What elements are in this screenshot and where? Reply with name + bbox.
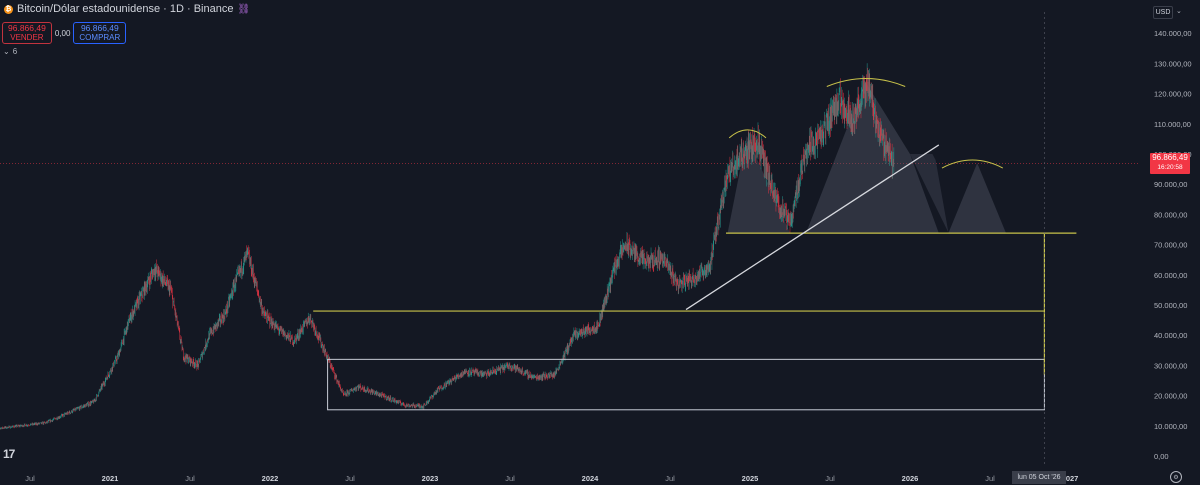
tradingview-logo-icon[interactable]: 17 bbox=[3, 447, 15, 461]
x-tick-label: 2021 bbox=[102, 474, 119, 483]
gear-icon[interactable]: ⚙ bbox=[1170, 471, 1182, 483]
y-tick-label: 70.000,00 bbox=[1154, 241, 1187, 250]
x-tick-label: Jul bbox=[345, 474, 355, 483]
sell-price: 96.866,49 bbox=[8, 23, 46, 33]
projected-shoulder-shape bbox=[948, 163, 1006, 234]
x-tick-label: 2023 bbox=[422, 474, 439, 483]
y-tick-label: 50.000,00 bbox=[1154, 301, 1187, 310]
x-tick-label: Jul bbox=[505, 474, 515, 483]
buy-button[interactable]: 96.866,49 COMPRAR bbox=[73, 22, 127, 44]
x-tick-label: Jul bbox=[985, 474, 995, 483]
projected-drop-shape bbox=[910, 154, 949, 233]
accumulation-range-box bbox=[327, 358, 1045, 411]
x-tick-label: 2022 bbox=[262, 474, 279, 483]
bar-countdown: 16:20:58 bbox=[1157, 164, 1183, 171]
top-arc bbox=[941, 159, 1004, 169]
y-tick-label: 110.000,00 bbox=[1154, 120, 1191, 129]
shoulder-pattern-shape bbox=[727, 135, 790, 234]
buy-price: 96.866,49 bbox=[80, 23, 119, 33]
y-tick-label: 80.000,00 bbox=[1154, 210, 1187, 219]
y-tick-label: 40.000,00 bbox=[1154, 331, 1187, 340]
crosshair-date-label: lun 05 Oct '26 bbox=[1012, 471, 1066, 484]
drawn-lines bbox=[313, 12, 1077, 466]
symbol-title[interactable]: Bitcoin/Dólar estadounidense · 1D · Bina… bbox=[17, 3, 234, 15]
bitcoin-icon: ₿ bbox=[4, 4, 13, 14]
indicators-toggle[interactable]: ⌄ 6 bbox=[3, 47, 17, 56]
head-pattern-shape bbox=[806, 81, 939, 234]
sell-button[interactable]: 96.866,49 VENDER bbox=[2, 22, 52, 44]
sell-label: VENDER bbox=[10, 33, 44, 42]
buy-label: COMPRAR bbox=[79, 33, 121, 42]
trade-panel: 96.866,49 VENDER 0,00 96.866,49 COMPRAR bbox=[2, 22, 127, 44]
y-tick-label: 10.000,00 bbox=[1154, 422, 1187, 431]
currency-selector[interactable]: USD bbox=[1153, 6, 1173, 19]
chain-link-icon[interactable]: ⛓ bbox=[237, 3, 251, 15]
x-tick-label: Jul bbox=[825, 474, 835, 483]
x-tick-label: 2024 bbox=[582, 474, 600, 483]
chevron-down-icon[interactable]: ⌄ bbox=[1176, 8, 1182, 15]
x-tick-label: Jul bbox=[185, 474, 195, 483]
y-tick-label: 0,00 bbox=[1154, 452, 1169, 461]
last-price-badge: 96.866,49 16:20:58 bbox=[1150, 153, 1190, 174]
y-tick-label: 30.000,00 bbox=[1154, 361, 1187, 370]
indicator-count: 6 bbox=[12, 47, 18, 56]
spread-value: 0,00 bbox=[54, 28, 71, 38]
axes: 0,00 10.000,00 20.000,00 30.000,00 40.000,00… bbox=[25, 29, 1191, 483]
y-tick-label: 120.000,00 bbox=[1154, 90, 1192, 99]
y-tick-label: 60.000,00 bbox=[1154, 271, 1187, 280]
y-tick-label: 140.000,00 bbox=[1154, 29, 1192, 38]
y-tick-label: 130.000,00 bbox=[1154, 59, 1192, 68]
y-tick-label: 90.000,00 bbox=[1154, 180, 1187, 189]
top-arc bbox=[826, 78, 906, 87]
top-arc bbox=[728, 129, 767, 139]
x-tick-label: Jul bbox=[25, 474, 35, 483]
x-tick-label: 2026 bbox=[902, 474, 919, 483]
candles bbox=[0, 63, 895, 430]
drawn-patterns bbox=[727, 81, 1006, 234]
chevron-down-icon: ⌄ bbox=[3, 47, 10, 56]
chart-header: ₿ Bitcoin/Dólar estadounidense · 1D · Bi… bbox=[4, 3, 250, 15]
y-tick-label: 20.000,00 bbox=[1154, 392, 1187, 401]
x-tick-label: 2025 bbox=[742, 474, 759, 483]
x-tick-label: Jul bbox=[665, 474, 675, 483]
last-price-value: 96.866,49 bbox=[1152, 153, 1188, 162]
uptrend-line bbox=[685, 144, 940, 311]
x-tick-label: 2027 bbox=[1062, 474, 1079, 483]
